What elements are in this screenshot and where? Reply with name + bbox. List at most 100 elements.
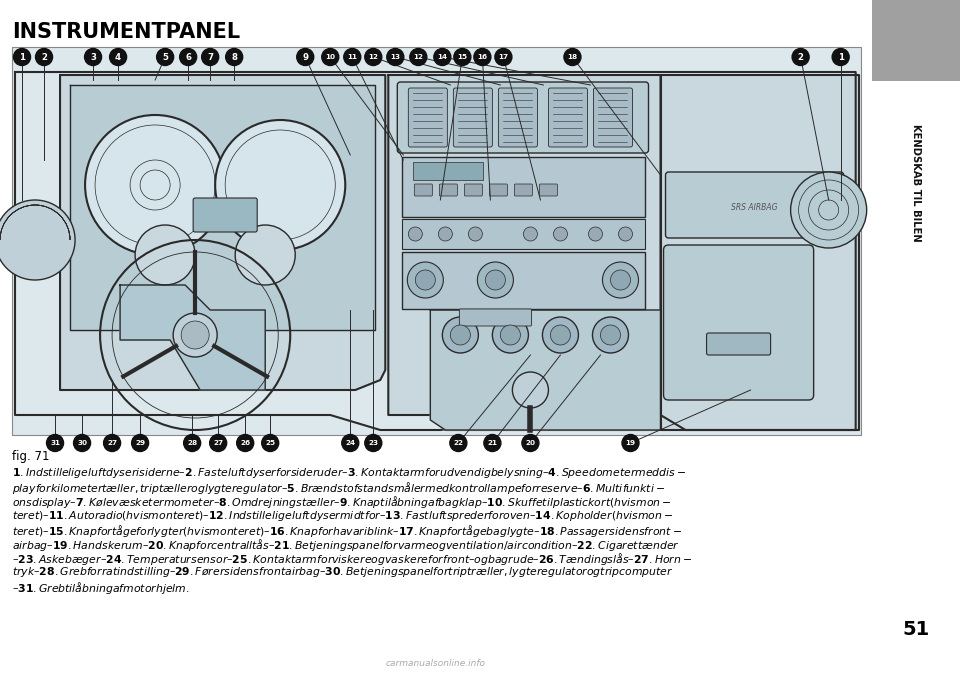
Circle shape — [542, 317, 579, 353]
Text: 4: 4 — [115, 53, 121, 62]
Text: 21: 21 — [488, 440, 497, 446]
Circle shape — [410, 49, 427, 66]
Text: 13: 13 — [391, 54, 400, 60]
Text: 22: 22 — [453, 440, 464, 446]
Circle shape — [592, 317, 629, 353]
FancyBboxPatch shape — [593, 88, 633, 147]
Circle shape — [618, 227, 633, 241]
Circle shape — [500, 325, 520, 345]
FancyBboxPatch shape — [408, 88, 447, 147]
Text: 24: 24 — [346, 440, 355, 446]
FancyBboxPatch shape — [12, 47, 861, 435]
Circle shape — [365, 49, 382, 66]
FancyBboxPatch shape — [515, 184, 533, 196]
Text: 14: 14 — [438, 54, 447, 60]
FancyBboxPatch shape — [402, 252, 644, 309]
Text: $teret) – \mathbf{11}. Autoradio (hvis monteret) – \mathbf{12}. Indstillelige lu: $teret) – \mathbf{11}. Autoradio (hvis m… — [12, 508, 674, 523]
Polygon shape — [70, 85, 375, 330]
Circle shape — [486, 270, 505, 290]
FancyBboxPatch shape — [872, 0, 960, 81]
Circle shape — [226, 49, 243, 66]
Circle shape — [180, 49, 197, 66]
Text: 16: 16 — [477, 54, 488, 60]
Circle shape — [553, 227, 567, 241]
FancyBboxPatch shape — [414, 162, 484, 180]
FancyBboxPatch shape — [459, 309, 532, 326]
Text: 2: 2 — [41, 53, 47, 62]
Circle shape — [454, 49, 470, 66]
Text: $\mathbf{1}. Indstillelige luftdyser i siderne – \mathbf{2}. Faste luftdyser for: $\mathbf{1}. Indstillelige luftdyser i s… — [12, 466, 686, 480]
Circle shape — [46, 435, 63, 452]
Circle shape — [550, 325, 570, 345]
Circle shape — [109, 49, 127, 66]
Circle shape — [84, 49, 102, 66]
Circle shape — [181, 321, 209, 349]
Circle shape — [74, 435, 90, 452]
Polygon shape — [660, 75, 858, 430]
Text: 10: 10 — [325, 54, 335, 60]
Circle shape — [832, 49, 850, 66]
Text: 25: 25 — [265, 440, 276, 446]
Circle shape — [173, 313, 217, 357]
Circle shape — [439, 227, 452, 241]
FancyBboxPatch shape — [397, 82, 649, 153]
Text: 2: 2 — [798, 53, 804, 62]
FancyBboxPatch shape — [490, 184, 508, 196]
Text: $– \mathbf{23}. Askebæger – \mathbf{24}. Temperatursensor – \mathbf{25}. Kontakt: $– \mathbf{23}. Askebæger – \mathbf{24}.… — [12, 551, 692, 567]
Circle shape — [322, 49, 339, 66]
FancyBboxPatch shape — [498, 88, 538, 147]
Circle shape — [450, 325, 470, 345]
Circle shape — [416, 270, 435, 290]
FancyBboxPatch shape — [440, 184, 457, 196]
Circle shape — [132, 435, 149, 452]
Circle shape — [297, 49, 314, 66]
Circle shape — [365, 435, 382, 452]
Circle shape — [468, 227, 482, 241]
Circle shape — [387, 49, 404, 66]
Text: 19: 19 — [625, 440, 636, 446]
Text: 7: 7 — [207, 53, 213, 62]
Circle shape — [443, 317, 478, 353]
Circle shape — [792, 49, 809, 66]
Text: SRS AIRBAG: SRS AIRBAG — [732, 202, 778, 211]
Text: 11: 11 — [348, 54, 357, 60]
Circle shape — [407, 262, 444, 298]
Circle shape — [588, 227, 603, 241]
FancyBboxPatch shape — [707, 333, 771, 355]
Text: $teret) – \mathbf{15}. Knap for tågeforlygter (hvis monteret) – \mathbf{16}. Kna: $teret) – \mathbf{15}. Knap for tågeforl… — [12, 523, 682, 539]
FancyBboxPatch shape — [453, 88, 492, 147]
FancyBboxPatch shape — [465, 184, 482, 196]
Circle shape — [495, 49, 512, 66]
Circle shape — [622, 435, 639, 452]
Circle shape — [85, 115, 226, 255]
Text: 3: 3 — [90, 53, 96, 62]
Circle shape — [135, 225, 195, 285]
Text: 15: 15 — [457, 54, 468, 60]
Text: $onsdisplay – \mathbf{7}. Kølevæsketermometer – \mathbf{8}. Omdrejningstæller – : $onsdisplay – \mathbf{7}. Kølevæsketermo… — [12, 494, 672, 510]
Text: INSTRUMENTPANEL: INSTRUMENTPANEL — [12, 22, 240, 42]
Text: $tryk – \mathbf{28}. Greb for ratindstilling – \mathbf{29}. Førersidens frontair: $tryk – \mathbf{28}. Greb for ratindstil… — [12, 565, 674, 580]
Text: $play for kilometertæller, trip tæller og lygteregulator – \mathbf{5}. Brændstof: $play for kilometertæller, trip tæller o… — [12, 480, 665, 496]
Text: fig. 71: fig. 71 — [12, 450, 50, 463]
FancyBboxPatch shape — [193, 198, 257, 232]
Polygon shape — [430, 310, 660, 430]
Text: 18: 18 — [567, 54, 578, 60]
Text: 12: 12 — [414, 54, 423, 60]
Circle shape — [235, 225, 296, 285]
Circle shape — [209, 435, 227, 452]
Text: 30: 30 — [77, 440, 87, 446]
Circle shape — [523, 227, 538, 241]
FancyBboxPatch shape — [663, 245, 814, 400]
Circle shape — [215, 120, 346, 250]
Text: 27: 27 — [108, 440, 117, 446]
Text: $– \mathbf{31}. Greb til åbning af motorhjelm.$: $– \mathbf{31}. Greb til åbning af motor… — [12, 580, 190, 596]
Circle shape — [344, 49, 361, 66]
Circle shape — [342, 435, 359, 452]
Circle shape — [564, 49, 581, 66]
Circle shape — [450, 435, 467, 452]
Circle shape — [13, 49, 31, 66]
Text: 29: 29 — [135, 440, 145, 446]
Circle shape — [183, 435, 201, 452]
Polygon shape — [120, 285, 265, 390]
Circle shape — [484, 435, 501, 452]
